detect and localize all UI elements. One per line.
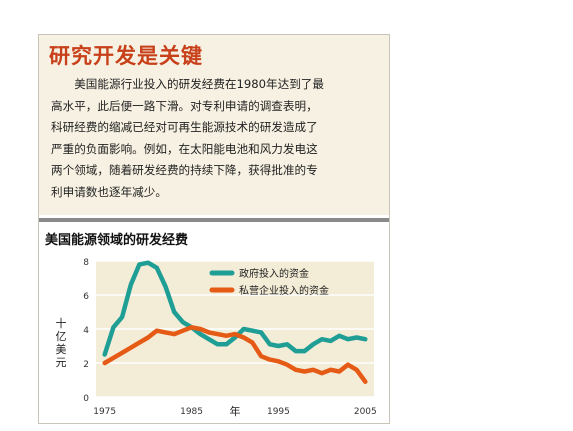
y-axis-label-char: 美 bbox=[56, 343, 67, 356]
series-line bbox=[102, 325, 368, 384]
x-tick-label: 1975 bbox=[93, 407, 116, 417]
body-line: 科研经费的缩减已经对可再生能源技术的研发造成了 bbox=[51, 120, 318, 134]
x-tick-label: 1985 bbox=[180, 407, 203, 417]
series-line bbox=[102, 260, 368, 357]
y-axis-label-char: 亿 bbox=[56, 330, 67, 343]
legend-label: 政府投入的资金 bbox=[239, 267, 309, 280]
x-tick-label: 1995 bbox=[267, 407, 290, 417]
y-axis-label-char: 元 bbox=[56, 356, 67, 369]
body-line: 美国能源行业投入的研发经费在1980年达到了最 bbox=[51, 77, 324, 91]
legend-label: 私营企业投入的资金 bbox=[239, 284, 329, 297]
body-line: 利申请数也逐年减少。 bbox=[51, 184, 167, 199]
body-line: 两个领域，随着研发经费的持续下降，获得批准的专 bbox=[51, 163, 318, 177]
x-tick-label: 2005 bbox=[354, 407, 377, 417]
y-tick-label: 6 bbox=[83, 292, 89, 302]
body-line: 严重的负面影响。例如，在太阳能电池和风力发电这 bbox=[51, 141, 318, 156]
headline: 研究开发是关键 bbox=[49, 43, 203, 68]
y-tick-label: 8 bbox=[83, 258, 89, 268]
y-tick-label: 0 bbox=[83, 394, 89, 404]
chart-title: 美国能源领域的研发经费 bbox=[45, 233, 189, 248]
y-tick-label: 2 bbox=[83, 360, 89, 370]
section-divider bbox=[39, 218, 389, 222]
x-axis-label: 年 bbox=[230, 404, 241, 418]
chart-section: 0 2 4 6 8 1975 1985 1995 2005 年 十亿美元 政府投入的资金私营企业投入的… bbox=[39, 222, 389, 424]
y-axis-label-char: 十 bbox=[56, 316, 67, 330]
article-section: 研究开发是关键 美国能源行业投入的研发经费在1980年达到了最 高水平，此后便一… bbox=[39, 35, 389, 215]
infographic-panel: 研究开发是关键 美国能源行业投入的研发经费在1980年达到了最 高水平，此后便一… bbox=[38, 34, 390, 424]
body-line: 高水平，此后便一路下滑。对专利申请的调查表明， bbox=[51, 98, 318, 113]
article-body: 美国能源行业投入的研发经费在1980年达到了最 高水平，此后便一路下滑。对专利申… bbox=[51, 74, 381, 203]
y-tick-label: 4 bbox=[83, 326, 89, 336]
